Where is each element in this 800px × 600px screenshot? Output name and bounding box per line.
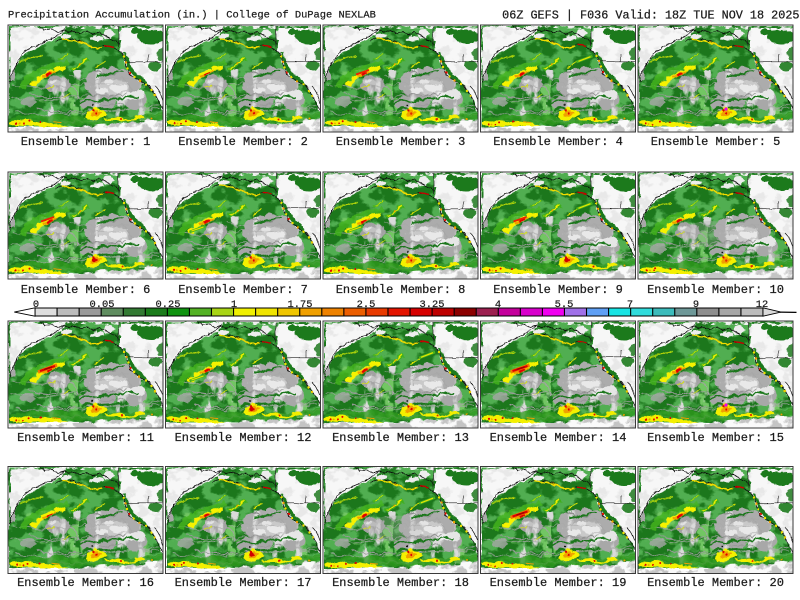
svg-text:Ensemble Member: 17: Ensemble Member: 17	[175, 576, 312, 590]
svg-text:Ensemble Member: 13: Ensemble Member: 13	[332, 431, 469, 445]
svg-text:Ensemble Member: 9: Ensemble Member: 9	[493, 283, 623, 297]
svg-text:Ensemble Member: 7: Ensemble Member: 7	[178, 283, 308, 297]
svg-text:Ensemble Member: 12: Ensemble Member: 12	[175, 431, 312, 445]
svg-text:1.75: 1.75	[288, 299, 313, 311]
svg-text:Precipitation Accumulation (in: Precipitation Accumulation (in.) | Colle…	[8, 9, 376, 21]
svg-text:4: 4	[495, 299, 501, 311]
svg-text:3.25: 3.25	[420, 299, 445, 311]
svg-text:1: 1	[231, 299, 237, 311]
svg-text:Ensemble Member: 18: Ensemble Member: 18	[332, 576, 469, 590]
svg-text:Ensemble Member: 8: Ensemble Member: 8	[336, 283, 466, 297]
svg-text:7: 7	[627, 299, 633, 311]
svg-text:Ensemble Member: 11: Ensemble Member: 11	[17, 431, 154, 445]
svg-text:Ensemble Member: 3: Ensemble Member: 3	[336, 135, 466, 149]
svg-text:Ensemble Member: 15: Ensemble Member: 15	[647, 431, 784, 445]
svg-text:12: 12	[756, 299, 768, 311]
svg-text:9: 9	[693, 299, 699, 311]
svg-text:Ensemble Member: 20: Ensemble Member: 20	[647, 576, 784, 590]
svg-text:Ensemble Member: 19: Ensemble Member: 19	[490, 576, 627, 590]
svg-text:5.5: 5.5	[555, 299, 574, 311]
svg-text:Ensemble Member: 5: Ensemble Member: 5	[651, 135, 781, 149]
svg-text:Ensemble Member: 1: Ensemble Member: 1	[21, 135, 151, 149]
svg-text:Ensemble Member: 6: Ensemble Member: 6	[21, 283, 151, 297]
svg-text:0.05: 0.05	[90, 299, 115, 311]
svg-text:0.25: 0.25	[156, 299, 181, 311]
svg-text:06Z GEFS | F036 Valid: 18Z TUE: 06Z GEFS | F036 Valid: 18Z TUE NOV 18 20…	[502, 8, 799, 22]
svg-text:Ensemble Member: 4: Ensemble Member: 4	[493, 135, 623, 149]
svg-text:Ensemble Member: 16: Ensemble Member: 16	[17, 576, 154, 590]
svg-text:Ensemble Member: 14: Ensemble Member: 14	[490, 431, 627, 445]
svg-text:2.5: 2.5	[357, 299, 376, 311]
svg-text:0: 0	[33, 299, 39, 311]
svg-text:Ensemble Member: 10: Ensemble Member: 10	[647, 283, 784, 297]
svg-text:Ensemble Member: 2: Ensemble Member: 2	[178, 135, 308, 149]
